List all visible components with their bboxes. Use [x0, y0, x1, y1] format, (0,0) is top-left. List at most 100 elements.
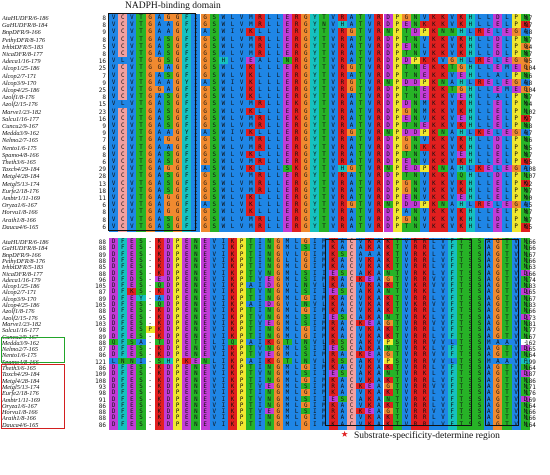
residue-cell: D: [109, 301, 119, 310]
residue-cell: V: [447, 158, 457, 167]
residue-cell: P: [237, 301, 247, 310]
start-position: 9: [102, 123, 106, 130]
residue-cell: G: [145, 42, 155, 52]
residue-cell: R: [337, 129, 347, 139]
residue-cell: I: [310, 256, 320, 266]
residue-cell: G: [145, 78, 155, 88]
residue-cell: I: [218, 414, 228, 424]
residue-cell: A: [337, 389, 347, 399]
residue-cell: K: [520, 179, 530, 189]
residue-cell: K: [246, 208, 256, 218]
residue-cell: D: [163, 294, 174, 304]
residue-cell: E: [365, 408, 375, 418]
sequence-name: NicaDFR/8-177: [2, 51, 43, 58]
residue-cell: -: [145, 319, 155, 329]
residue-cell: V: [328, 222, 338, 232]
residue-cell: V: [109, 150, 119, 160]
residue-cell: -: [145, 389, 155, 399]
end-position: 87: [525, 15, 533, 22]
residue-cell: A: [374, 250, 384, 260]
residue-cell: K: [328, 326, 338, 336]
start-position: 6: [102, 223, 106, 231]
residue-cell: A: [374, 395, 384, 405]
residue-cell: T: [136, 143, 146, 153]
residue-cell: T: [502, 256, 512, 266]
residue-cell: D: [383, 93, 393, 103]
residue-cell: T: [136, 35, 146, 45]
residue-cell: -: [145, 250, 155, 260]
residue-cell: V: [511, 301, 521, 310]
residue-cell: K: [383, 256, 393, 266]
residue-cell: A: [136, 338, 146, 348]
residue-cell: C: [118, 215, 128, 225]
sequence-name: GaHUDFR/8-184: [2, 22, 48, 30]
end-position: 87: [525, 151, 533, 159]
residue-cell: K: [227, 332, 238, 342]
residue-cell: L: [264, 64, 274, 74]
residue-cell: G: [200, 186, 210, 196]
residue-cell: R: [374, 172, 384, 182]
residue-cell: S: [209, 78, 219, 88]
residue-cell: S: [301, 395, 311, 405]
residue-cell: N: [191, 256, 201, 266]
residue-cell: G: [273, 319, 283, 329]
residue-cell: V: [127, 28, 137, 38]
residue-cell: A: [374, 282, 384, 292]
residue-cell: D: [109, 250, 119, 260]
residue-cell: V: [511, 395, 521, 405]
residue-cell: T: [356, 215, 366, 225]
residue-cell: A: [374, 408, 384, 418]
residue-cell: V: [438, 256, 448, 266]
residue-cell: L: [319, 338, 329, 348]
residue-cell: L: [292, 357, 302, 367]
residue-cell: G: [273, 338, 283, 348]
residue-cell: D: [493, 215, 503, 225]
residue-cell: S: [127, 338, 137, 348]
residue-cell: -: [145, 420, 155, 430]
residue-cell: E: [282, 42, 292, 52]
residue-cell: L: [292, 401, 302, 411]
residue-cell: G: [493, 326, 503, 336]
residue-cell: F: [182, 158, 192, 167]
residue-cell: T: [356, 150, 366, 160]
residue-cell: K: [365, 332, 375, 342]
residue-cell: D: [109, 263, 119, 273]
residue-cell: T: [502, 395, 512, 405]
residue-cell: E: [502, 201, 512, 211]
residue-cell: H: [465, 179, 475, 189]
residue-cell: G: [273, 282, 283, 292]
residue-cell: A: [346, 194, 357, 203]
residue-cell: G: [173, 100, 183, 110]
residue-cell: F: [182, 64, 192, 74]
residue-cell: D: [163, 395, 174, 405]
residue-cell: K: [365, 376, 375, 386]
residue-cell: K: [365, 238, 375, 247]
residue-cell: V: [328, 64, 338, 74]
residue-cell: G: [173, 78, 183, 88]
residue-cell: G: [301, 250, 311, 260]
residue-cell: L: [484, 143, 494, 153]
end-position: 87: [525, 22, 533, 30]
residue-cell: V: [420, 194, 430, 203]
residue-cell: E: [200, 395, 210, 405]
residue-cell: V: [365, 194, 375, 203]
residue-cell: G: [273, 238, 283, 247]
residue-cell: K: [154, 263, 164, 273]
residue-cell: -: [145, 382, 155, 392]
residue-cell: P: [173, 294, 183, 304]
residue-cell: H: [465, 222, 475, 232]
residue-cell: R: [255, 114, 265, 124]
residue-cell: V: [328, 42, 338, 52]
residue-cell: L: [227, 57, 238, 67]
residue-cell: T: [502, 288, 512, 298]
residue-cell: G: [520, 57, 530, 67]
residue-cell: Y: [310, 78, 320, 88]
residue-cell: Y: [182, 78, 192, 88]
residue-cell: N: [264, 420, 274, 430]
alignment-row: Alcop4/25-186 105 D F E S - Q D P E N E V I K P A I D G V L N V L…: [0, 301, 550, 310]
residue-cell: V: [328, 136, 338, 146]
residue-cell: S: [465, 313, 475, 323]
end-position: 90: [525, 195, 533, 202]
residue-cell: P: [392, 186, 402, 196]
residue-cell: G: [301, 143, 311, 153]
